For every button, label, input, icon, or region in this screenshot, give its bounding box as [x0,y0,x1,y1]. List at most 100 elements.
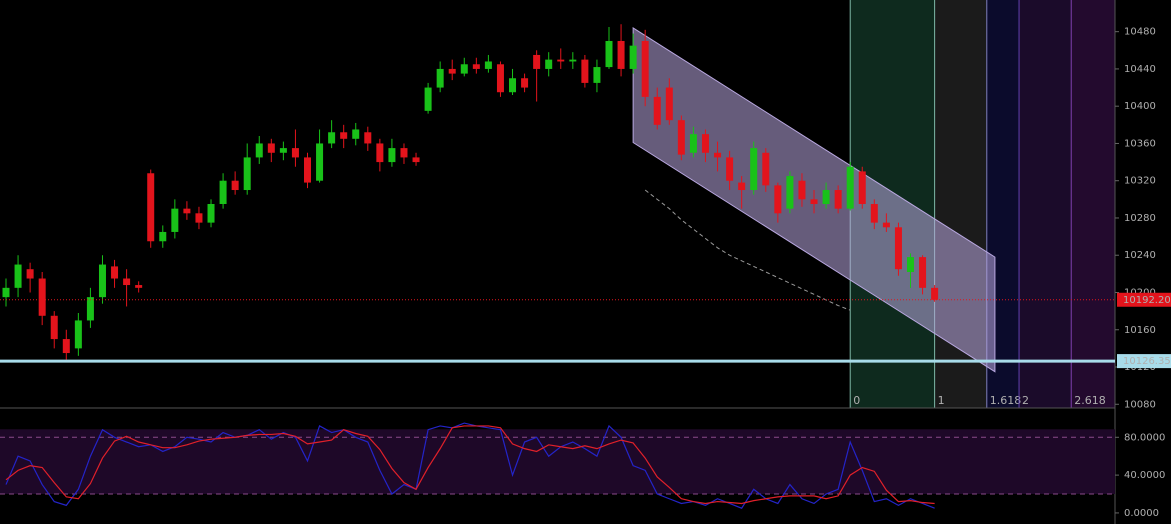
price-label: 10126.35 [1123,356,1171,367]
candle-body [846,166,854,209]
fib-label: 1.618 [990,394,1022,407]
candle-body [123,278,131,286]
candle-body [653,96,661,125]
candle-body [581,59,589,83]
candle-body [147,173,155,242]
candle-body [605,40,613,68]
fib-label: 0 [853,394,860,407]
y-tick-label: 10080 [1124,399,1156,410]
candle-body [183,208,191,214]
candle-body [50,315,58,340]
candle-body [870,204,878,223]
candle-body [436,68,444,88]
candle-body [677,120,685,155]
candle-body [98,264,106,298]
candle-body [316,143,324,181]
candle-body [400,148,408,158]
candle-body [207,204,215,223]
candle-body [557,59,565,62]
candle-body [2,287,10,298]
candle-body [484,61,492,69]
candle-body [689,134,697,153]
candle-body [364,132,372,144]
fib-label: 2 [1022,394,1029,407]
candle-body [135,285,143,288]
candle-body [195,213,203,223]
candle-body [882,222,890,228]
candle-body [774,185,782,214]
price-label-box [1117,354,1171,369]
candle-body [472,64,480,69]
candle-body [279,148,287,153]
y-tick-label: 10160 [1124,325,1156,336]
candle-body [231,180,239,191]
candle-body [894,227,902,270]
candle-body [412,157,420,163]
candle-body [786,176,794,209]
y-tick-label: 10240 [1124,250,1156,261]
candle-body [701,134,709,153]
moving-average [644,189,851,311]
fib-zone [1019,0,1072,408]
y-tick-label: 0.0000 [1124,508,1159,519]
band-fill [0,429,1115,495]
candle-body [424,87,432,111]
candle-body [38,278,46,316]
candle-body [569,59,577,62]
candle-body [907,257,914,272]
candle-body [762,152,770,186]
candle-body [593,67,601,83]
candle-body [340,132,348,139]
candle-body [798,180,806,200]
y-tick-label: 10360 [1124,138,1156,149]
candle-body [255,143,263,158]
candle-body [810,199,818,204]
candle-body [617,40,625,69]
y-tick-label: 10320 [1124,176,1156,187]
stochastic-line [5,425,935,505]
candle-body [111,266,119,279]
candle-body [26,269,34,279]
candle-body [738,182,746,191]
stochastic-line [5,422,935,509]
price-label: 10192.20 [1123,295,1171,306]
candle-body [496,64,504,93]
candle-body [545,59,553,69]
fib-label: 1 [938,394,945,407]
candle-body [304,157,311,183]
candle-body [219,180,227,204]
y-tick-label: 10400 [1124,101,1156,112]
candle-body [460,64,468,74]
candle-body [834,190,842,209]
candle-body [62,339,70,354]
y-tick-label: 40.0000 [1124,470,1165,481]
fib-label: 2.618 [1074,394,1106,407]
candle-body [171,208,179,232]
candle-body [750,148,758,191]
candle-body [931,287,939,300]
fib-zone [1071,0,1115,408]
candle-body [74,320,82,349]
candle-body [822,190,830,204]
candle-body [267,143,275,153]
candle-body [533,54,541,69]
price-label-box [1117,292,1171,307]
candle-body [665,87,673,121]
candle-body [629,45,637,69]
candle-body [86,297,94,321]
candle-body [858,171,866,204]
candle-body [328,132,336,144]
candle-body [714,152,722,158]
candle-body [641,40,649,97]
candle-body [159,231,167,242]
candle-body [521,78,529,88]
candle-body [376,143,384,163]
candle-body [509,78,517,93]
candle-body [291,148,299,158]
candle-body [352,129,360,139]
y-tick-label: 10440 [1124,64,1156,75]
candle-body [388,148,396,163]
candle-body [726,157,734,181]
y-tick-label: 10280 [1124,213,1156,224]
